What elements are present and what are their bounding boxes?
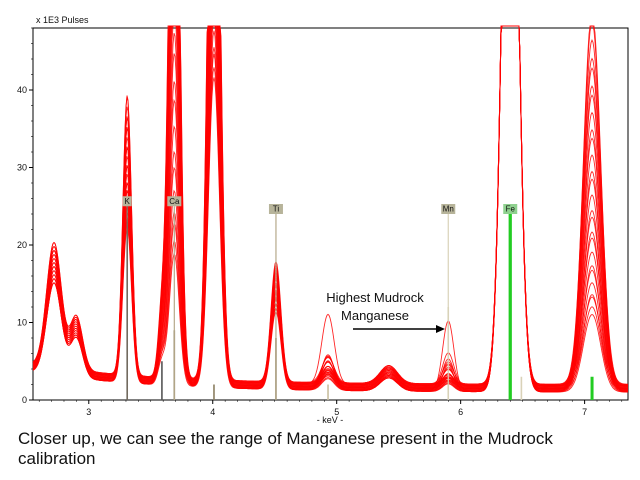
marker-label-mn: Mn xyxy=(443,205,454,214)
y-tick-label: 10 xyxy=(17,318,27,328)
y-tick-label: 30 xyxy=(17,163,27,173)
marker-box-k xyxy=(122,196,132,207)
y-tick-label: 0 xyxy=(22,395,27,405)
y-tick-label: 20 xyxy=(17,240,27,250)
marker-label-ca: Ca xyxy=(169,197,180,206)
spectrum-chart: 0 10 20 30 40 3 4 5 6 7 K Ca Ti Mn Fe - keV - Highes… xyxy=(17,25,629,425)
marker-label-ti: Ti xyxy=(273,205,280,214)
marker-label-fe: Fe xyxy=(506,205,516,214)
annotation-arrowhead xyxy=(436,325,445,333)
spectrum-line xyxy=(32,25,628,392)
element-markers: K Ca Ti Mn Fe xyxy=(122,196,518,400)
x-tick-label: 7 xyxy=(582,407,587,417)
marker-box-mn xyxy=(441,204,456,214)
x-tick-label: 3 xyxy=(86,407,91,417)
marker-box-ca xyxy=(167,196,182,207)
x-axis-label: - keV - xyxy=(317,415,344,425)
annotation: Highest Mudrock Manganese xyxy=(326,290,445,333)
slide-caption: Closer up, we can see the range of Manga… xyxy=(18,429,553,468)
x-tick-label: 6 xyxy=(458,407,463,417)
annotation-line-2: Manganese xyxy=(341,308,409,323)
marker-label-k: K xyxy=(125,197,131,206)
spectrum-series xyxy=(32,25,629,393)
annotation-line-1: Highest Mudrock xyxy=(326,290,424,305)
marker-box-fe xyxy=(503,204,518,214)
x-tick-label: 5 xyxy=(334,407,339,417)
x-tick-label: 4 xyxy=(210,407,215,417)
marker-box-ti xyxy=(268,204,283,214)
x-axis: 3 4 5 6 7 xyxy=(38,400,623,417)
y-axis: 0 10 20 30 40 xyxy=(17,27,33,405)
y-unit-label: x 1E3 Pulses xyxy=(36,15,89,25)
y-tick-label: 40 xyxy=(17,85,27,95)
